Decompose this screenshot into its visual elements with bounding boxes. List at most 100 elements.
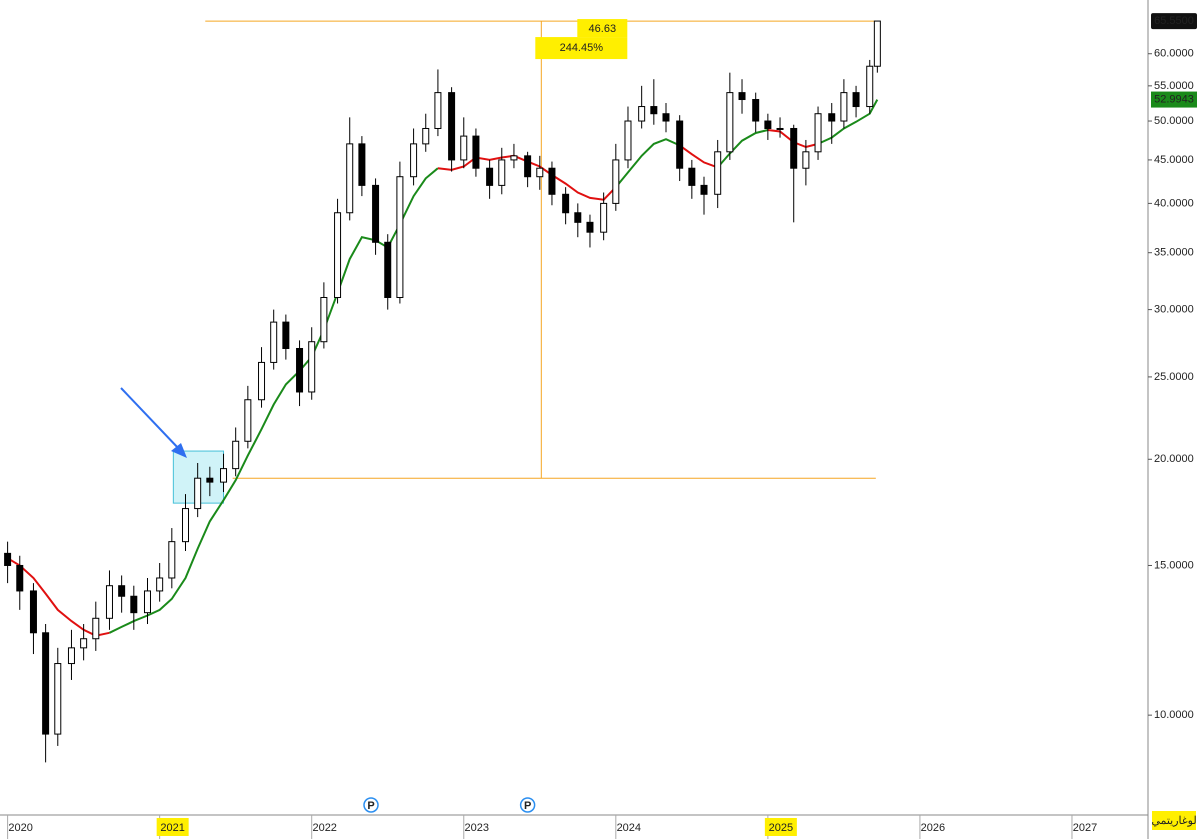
candle-body [434,92,442,129]
candle-body [220,468,228,483]
y-tick-label: 55.0000 [1154,80,1194,92]
candle-body [396,176,404,298]
candle-body [118,585,126,597]
event-marker [363,797,379,813]
candle-body [460,135,468,161]
scale-label: لوغاريتمي [1151,815,1196,827]
ma-price-label: 52.9943 [1154,93,1194,105]
candle-body [662,113,670,122]
candle-body [346,143,354,214]
candle-body [296,347,304,393]
y-tick-label: 15.0000 [1154,559,1194,571]
last-price-box [1151,13,1197,30]
candle-body [156,577,164,592]
candle-body [752,99,760,122]
y-tick-label: 60.0000 [1154,48,1194,60]
candle-body [548,167,556,195]
candle-body [92,617,100,640]
x-tick-label: 2027 [1073,822,1097,834]
candle-body [562,193,570,214]
candle-body [814,113,822,153]
candle-body [802,151,810,169]
candle-body [168,541,176,579]
x-tick-highlight [156,818,189,836]
y-tick-label: 25.0000 [1154,371,1194,383]
y-tick-label: 35.0000 [1154,247,1194,259]
arrow [120,387,187,458]
candle-body [714,151,722,195]
candle-body [688,167,696,186]
candle-body [42,632,50,735]
moving-average [679,144,719,169]
y-tick-label: 10.0000 [1154,709,1194,721]
y-tick-label: 20.0000 [1154,453,1194,465]
candle-body [586,221,594,233]
candle-body [282,321,290,349]
candle-body [624,120,632,161]
candle-body [638,106,646,122]
candle-body [334,212,342,298]
candle-body [612,159,620,204]
candle-body [182,508,190,543]
measure-label-bg [577,19,628,38]
candle-body [600,202,608,233]
candle-body [852,92,860,108]
y-tick-label: 50.0000 [1154,115,1194,127]
candle-body [143,590,151,614]
candle-body [776,127,784,130]
arrow-head [171,443,187,458]
candle-body [80,638,88,649]
moving-average [7,557,110,637]
candle-body [764,120,772,129]
y-tick-label: 30.0000 [1154,304,1194,316]
candle-body [244,399,252,442]
candle-body [105,585,113,619]
x-tick-label: 2024 [617,822,641,834]
candle-body [700,184,708,195]
candle-body [524,155,532,178]
candle-body [29,590,37,634]
arrow-shaft [120,387,181,451]
y-tick-label: 45.0000 [1154,154,1194,166]
moving-average [817,99,879,145]
candle-body [472,135,480,169]
candle-body [828,113,836,122]
plot [4,20,881,763]
price-axis [1148,0,1200,839]
x-tick-label: 2021 [160,822,184,834]
measure-change: 46.63 [589,23,617,35]
ma-price-box [1151,91,1197,108]
candle-body [486,167,494,186]
candle-body [16,564,24,592]
candle-body [536,167,544,178]
candle-body [790,127,798,169]
x-tick-label: 2026 [921,822,945,834]
candle-body [738,92,746,101]
candle-body [510,155,518,161]
measure-label-bg [535,37,628,60]
candle-body [384,241,392,298]
candle-body [866,65,874,108]
moving-average [109,167,439,634]
x-tick-label: 2022 [312,822,336,834]
candle-body [67,647,75,665]
event-label: P [367,800,374,812]
candle-body [130,595,138,614]
candle-body [372,184,380,243]
x-tick-highlight [764,818,797,836]
moving-average [615,138,681,188]
x-tick-label: 2025 [769,822,793,834]
candle-body [650,106,658,115]
candle-body [320,296,328,343]
x-tick-label: 2020 [8,822,32,834]
candle-body [410,143,418,178]
moving-average [716,129,769,169]
event-label: P [524,800,531,812]
candle-body [840,92,848,122]
candle-body [232,440,240,470]
x-tick-label: 2023 [465,822,489,834]
candle-body [676,120,684,169]
candle-body [448,92,456,161]
candle-body [358,143,366,186]
